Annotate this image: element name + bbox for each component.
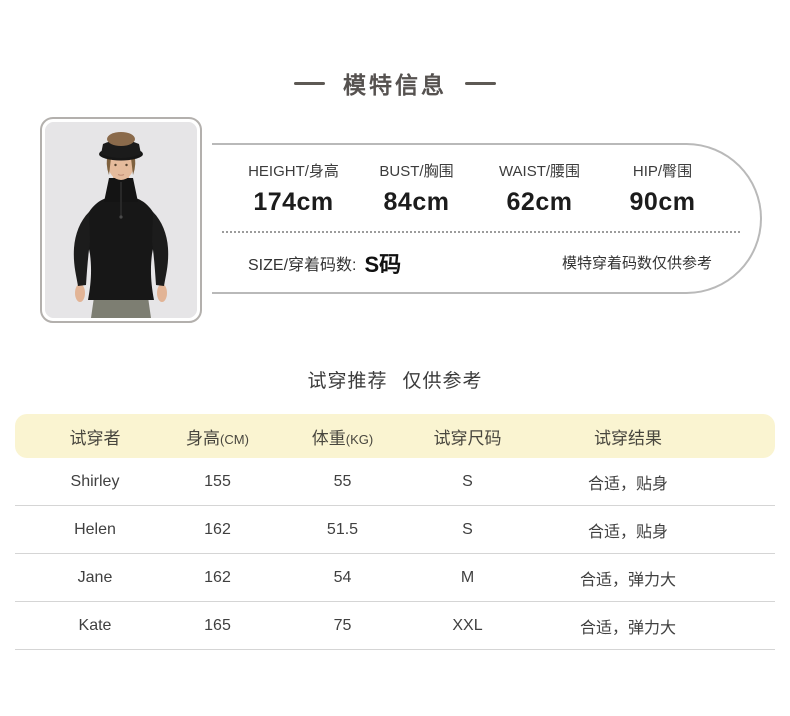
size-cell: XXL: [452, 616, 483, 634]
header-result: 试穿结果: [594, 428, 662, 448]
left-sleeve-shape: [73, 212, 90, 286]
fitter-name-cell: Kate: [78, 616, 112, 634]
size-cell: S: [462, 520, 473, 538]
right-hand-shape: [157, 284, 167, 302]
result-cell: 合适，弹力大: [579, 619, 676, 637]
model-photo: [45, 122, 197, 318]
measurement-label: WAIST/腰围: [498, 162, 581, 180]
fitter-name-cell: Shirley: [70, 472, 120, 490]
size-label: SIZE/穿着码数:: [248, 256, 357, 274]
header-height: 身高(CM): [186, 428, 249, 448]
result-cell: 合适，贴身: [587, 475, 668, 493]
pants-shape: [91, 297, 151, 318]
measurements-row: HEIGHT/身高 174cm BUST/胸围 84cm WAIST/腰围 62…: [222, 145, 740, 233]
weight-cell: 55: [333, 472, 352, 490]
measurement-value: 174cm: [253, 187, 334, 216]
title-dash-left: [294, 81, 325, 85]
size-note: 模特穿着码数仅供参考: [561, 255, 712, 272]
measurement-label: HEIGHT/身高: [248, 162, 339, 180]
measurement-label: HIP/臀围: [632, 162, 693, 180]
title-dash-right: [465, 81, 496, 85]
measurement-hip: HIP/臀围 90cm: [601, 160, 724, 217]
height-cell: 165: [204, 616, 231, 634]
result-cell: 合适，弹力大: [579, 571, 676, 589]
fitter-name-cell: Jane: [77, 568, 113, 586]
section-title: 模特信息: [343, 72, 447, 98]
size-cell: M: [460, 568, 475, 586]
weight-cell: 75: [333, 616, 352, 634]
result-cell: 合适，贴身: [587, 523, 668, 541]
table-row: Jane 162 54 M 合适，弹力大: [15, 554, 775, 602]
fitting-note: 仅供参考: [402, 371, 483, 392]
hair-shape: [107, 132, 135, 146]
size-value: S码: [364, 251, 402, 277]
model-photo-frame: [40, 117, 202, 323]
size-row: SIZE/穿着码数: S码 模特穿着码数仅供参考: [212, 233, 760, 292]
fitting-title: 试穿推荐: [307, 371, 388, 392]
size-cell: S: [462, 472, 473, 490]
model-measurements-box: HEIGHT/身高 174cm BUST/胸围 84cm WAIST/腰围 62…: [212, 143, 762, 294]
visor-band-shape: [101, 140, 141, 158]
measurement-value: 90cm: [629, 187, 696, 216]
table-row: Kate 165 75 XXL 合适，弹力大: [15, 602, 775, 650]
weight-cell: 54: [333, 568, 352, 586]
header-weight: 体重(KG): [311, 428, 374, 448]
left-hand-shape: [75, 284, 85, 302]
fitting-table: 试穿者 身高(CM) 体重(KG) 试穿尺码 试穿结果 Shirley 155 …: [15, 414, 775, 650]
right-sleeve-shape: [152, 212, 169, 286]
fitter-name-cell: Helen: [74, 520, 116, 538]
measurement-value: 62cm: [506, 187, 573, 216]
header-fitter: 试穿者: [69, 428, 121, 448]
measurement-label: BUST/胸围: [379, 162, 454, 180]
table-row: Shirley 155 55 S 合适，贴身: [15, 458, 775, 506]
weight-cell: 51.5: [326, 520, 359, 538]
measurement-value: 84cm: [383, 187, 450, 216]
measurement-height: HEIGHT/身高 174cm: [232, 160, 355, 217]
torso-shape: [86, 196, 156, 300]
height-cell: 155: [204, 472, 231, 490]
height-cell: 162: [204, 520, 231, 538]
measurement-waist: WAIST/腰围 62cm: [478, 160, 601, 217]
table-header-row: 试穿者 身高(CM) 体重(KG) 试穿尺码 试穿结果: [15, 414, 775, 458]
fitting-heading: 试穿推荐 仅供参考: [0, 366, 790, 393]
header-size: 试穿尺码: [433, 428, 502, 448]
table-row: Helen 162 51.5 S 合适，贴身: [15, 506, 775, 554]
height-cell: 162: [204, 568, 231, 586]
model-illustration: [45, 122, 197, 318]
measurement-bust: BUST/胸围 84cm: [355, 160, 478, 217]
model-info-heading: 模特信息: [0, 66, 790, 100]
